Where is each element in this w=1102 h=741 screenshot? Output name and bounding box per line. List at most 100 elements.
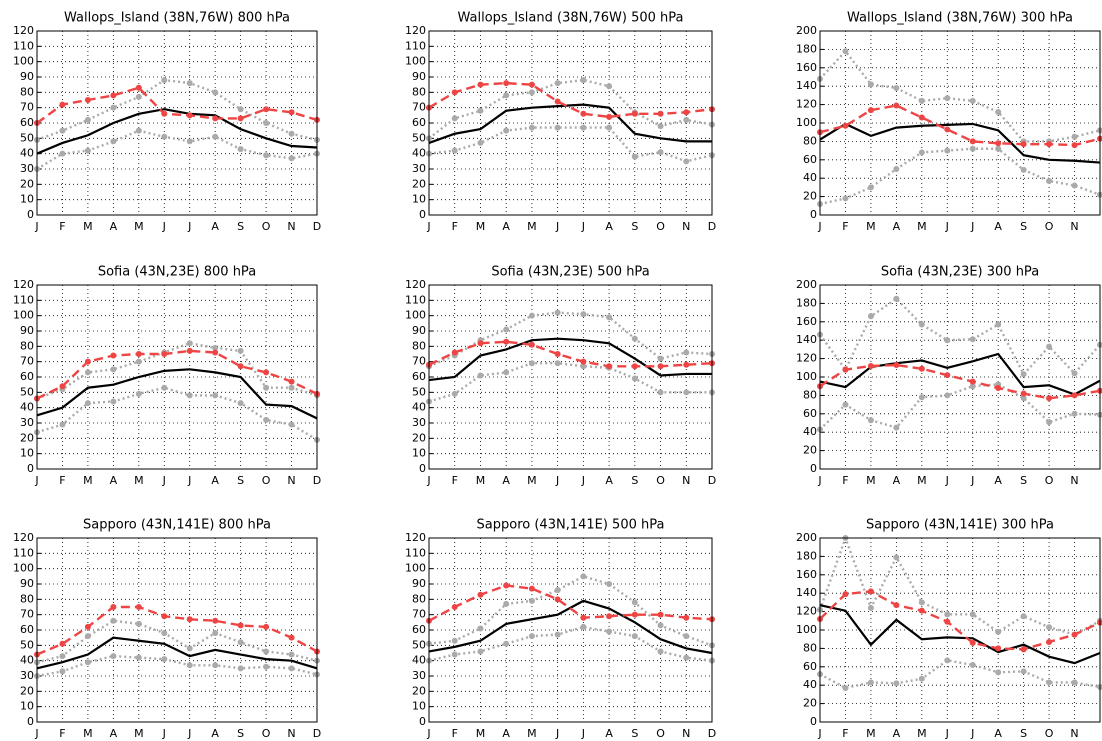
y-tick-label: 60 xyxy=(803,660,817,673)
plot-area xyxy=(817,534,1102,691)
y-tick-label: 10 xyxy=(20,700,34,713)
point xyxy=(59,668,66,675)
x-tick-label: J xyxy=(970,727,974,740)
y-tick-label: 160 xyxy=(796,61,817,74)
y-tick-label: 30 xyxy=(412,669,426,682)
x-tick-label: J xyxy=(426,474,430,487)
point xyxy=(995,669,1002,676)
point xyxy=(135,358,142,365)
point xyxy=(212,617,219,624)
point xyxy=(477,648,484,655)
x-tick-label: N xyxy=(682,220,690,233)
point xyxy=(84,97,91,103)
x-tick-label: S xyxy=(631,474,638,487)
x-tick-label: M xyxy=(83,220,93,233)
x-tick-label: M xyxy=(134,220,144,233)
point xyxy=(631,611,638,618)
x-tick-label: N xyxy=(1070,727,1078,740)
y-tick-label: 120 xyxy=(796,98,817,111)
series-line xyxy=(819,659,1101,690)
point xyxy=(554,351,561,357)
x-tick-label: J xyxy=(162,220,166,233)
series-line xyxy=(819,352,1101,396)
point xyxy=(528,633,535,640)
point xyxy=(288,665,295,672)
y-tick-label: 40 xyxy=(803,678,817,691)
chart-title: Wallops_Island (38N,76W) 800 hPa xyxy=(64,11,290,26)
point xyxy=(867,417,874,424)
x-tick-label: F xyxy=(59,220,65,233)
point xyxy=(995,321,1002,328)
y-tick-label: 80 xyxy=(20,592,34,605)
point xyxy=(237,400,244,407)
y-tick-label: 100 xyxy=(796,623,817,636)
series-line xyxy=(428,362,712,403)
point xyxy=(263,623,270,630)
point xyxy=(1071,370,1078,377)
point xyxy=(477,625,484,632)
point xyxy=(944,618,951,625)
y-tick-label: 110 xyxy=(405,546,426,559)
point xyxy=(683,361,690,368)
point xyxy=(606,314,613,321)
point xyxy=(893,85,900,92)
y-tick-label: 120 xyxy=(405,24,426,37)
y-tick-label: 100 xyxy=(405,309,426,322)
point xyxy=(186,645,193,652)
x-tick-label: J xyxy=(555,220,559,233)
x-tick-label: M xyxy=(917,220,927,233)
point xyxy=(944,657,951,664)
y-tick-label: 60 xyxy=(803,153,817,166)
point xyxy=(554,80,561,87)
point xyxy=(288,130,295,137)
x-tick-label: J xyxy=(187,727,191,740)
y-tick-label: 50 xyxy=(412,638,426,651)
point xyxy=(135,654,142,661)
point xyxy=(657,648,664,655)
point xyxy=(918,675,925,682)
point xyxy=(657,123,664,130)
point xyxy=(212,344,219,351)
point xyxy=(186,340,193,347)
point xyxy=(84,633,91,640)
y-tick-label: 0 xyxy=(419,462,426,475)
x-tick-label: A xyxy=(211,220,219,233)
point xyxy=(263,663,270,670)
point xyxy=(1046,679,1053,686)
series-line xyxy=(819,147,1101,206)
plot-area xyxy=(817,295,1102,433)
point xyxy=(528,312,535,319)
x-tick-label: J xyxy=(817,727,821,740)
x-tick-label: M xyxy=(866,220,876,233)
x-tick-label: M xyxy=(917,727,927,740)
x-tick-label: F xyxy=(452,474,458,487)
y-tick-label: 80 xyxy=(803,388,817,401)
chart-title: Sofia (43N,23E) 500 hPa xyxy=(491,265,649,280)
y-tick-label: 60 xyxy=(412,370,426,383)
point xyxy=(842,122,849,129)
point xyxy=(1020,390,1027,397)
x-tick-label: N xyxy=(682,474,690,487)
point xyxy=(84,358,91,365)
series-line xyxy=(36,386,318,441)
x-tick-label: A xyxy=(893,474,901,487)
point xyxy=(944,392,951,399)
chart-title: Sapporo (43N,141E) 300 hPa xyxy=(866,518,1054,533)
x-tick-label: S xyxy=(631,727,638,740)
x-tick-label: M xyxy=(527,220,537,233)
x-tick-label: A xyxy=(605,474,613,487)
x-tick-label: J xyxy=(945,474,949,487)
point xyxy=(554,309,561,316)
plot-area xyxy=(817,48,1102,207)
y-tick-label: 110 xyxy=(13,546,34,559)
point xyxy=(161,110,168,117)
x-tick-label: F xyxy=(842,727,848,740)
y-tick-label: 20 xyxy=(412,431,426,444)
y-tick-label: 40 xyxy=(803,171,817,184)
point xyxy=(1046,638,1053,645)
y-tick-label: 120 xyxy=(796,352,817,365)
series-line xyxy=(36,86,318,124)
series-line xyxy=(428,81,713,119)
point xyxy=(1046,624,1053,631)
y-tick-label: 60 xyxy=(20,623,34,636)
